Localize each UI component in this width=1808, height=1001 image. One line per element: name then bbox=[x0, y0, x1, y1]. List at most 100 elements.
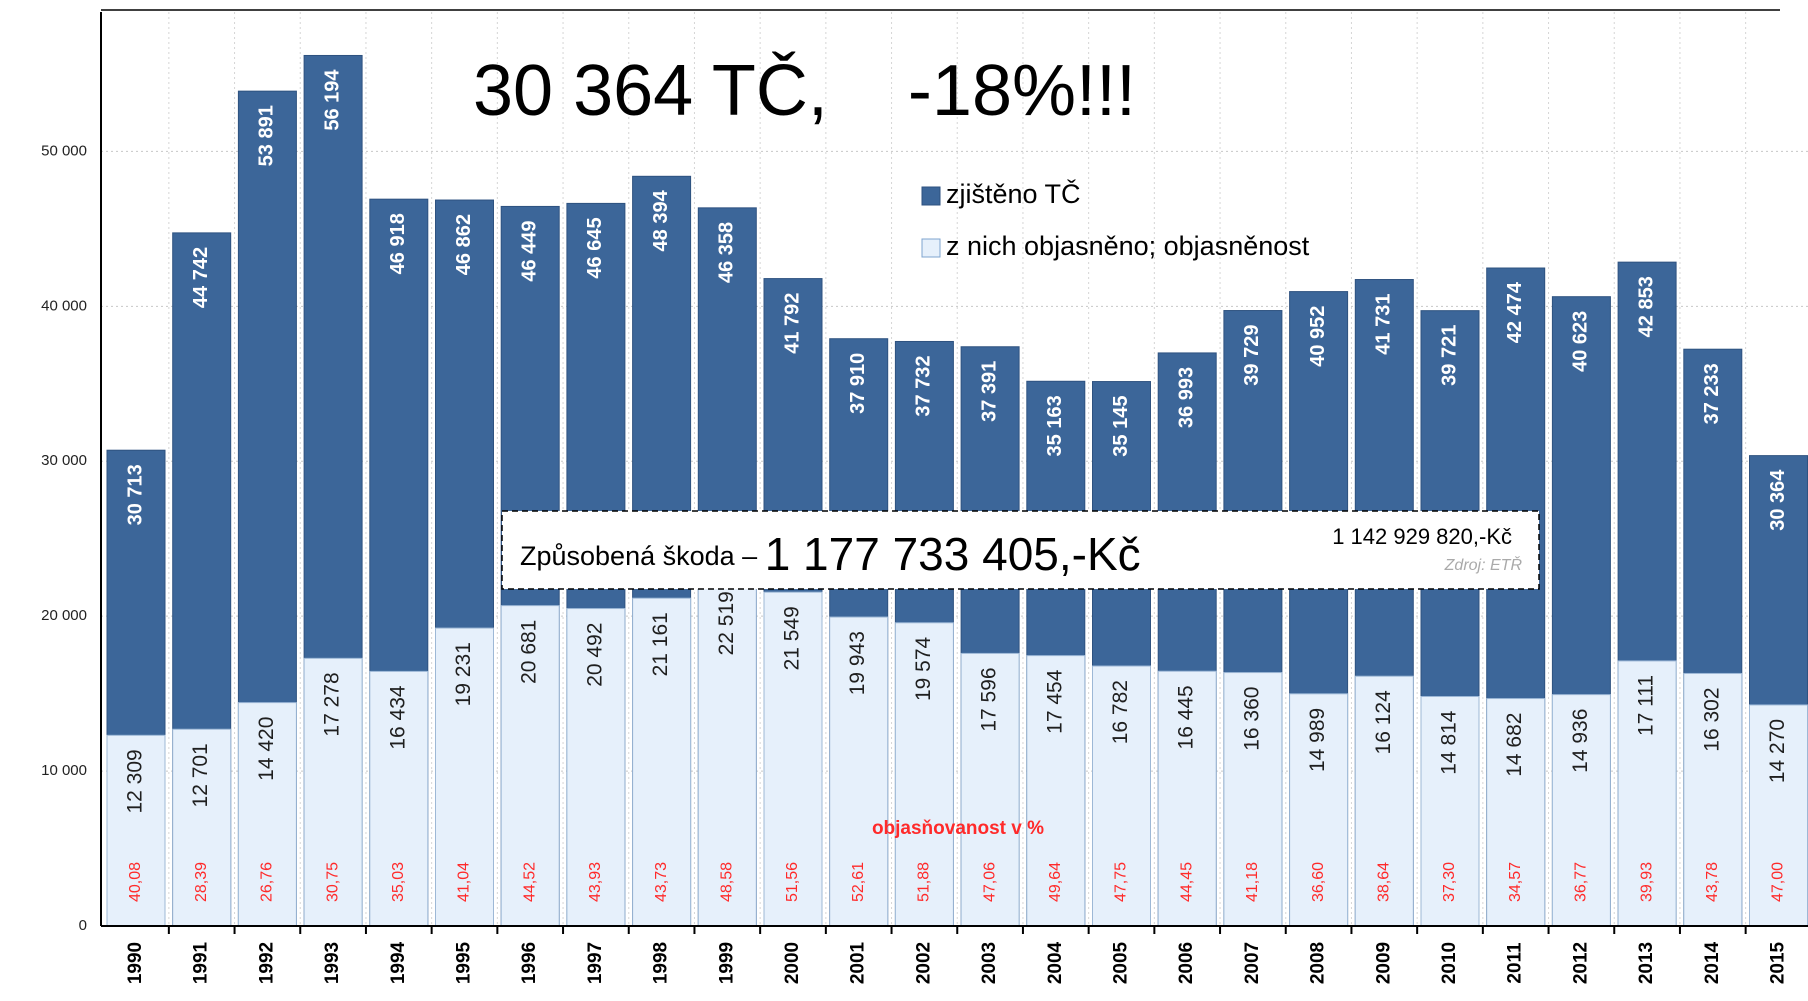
bar bbox=[697, 576, 757, 927]
x-tick-label: 2013 bbox=[1636, 942, 1657, 984]
x-tick-label: 1998 bbox=[651, 942, 672, 984]
annotation-amount: 1 177 733 405,-Kč bbox=[765, 528, 1141, 580]
data-label: 36 993 bbox=[1175, 367, 1197, 428]
data-label: 17 596 bbox=[978, 667, 1001, 731]
data-label: 37 391 bbox=[978, 361, 1000, 422]
data-label: 40 952 bbox=[1307, 306, 1329, 367]
rate-label: 51,56 bbox=[784, 862, 801, 902]
bar bbox=[1223, 672, 1283, 927]
bar bbox=[1092, 665, 1151, 927]
data-label: 17 111 bbox=[1635, 675, 1658, 736]
data-label: 14 814 bbox=[1438, 710, 1461, 775]
x-tick-label: 2001 bbox=[848, 941, 869, 984]
rate-label: 30,75 bbox=[324, 862, 341, 902]
data-label: 16 124 bbox=[1372, 690, 1395, 755]
data-label: 46 449 bbox=[518, 220, 540, 281]
data-label: 14 420 bbox=[255, 717, 278, 781]
x-tick-label: 2002 bbox=[913, 942, 934, 984]
y-tick-label: 20 000 bbox=[41, 607, 87, 624]
x-tick-label: 1994 bbox=[388, 941, 409, 984]
x-tick-label: 1993 bbox=[322, 942, 343, 984]
rate-label: 47,75 bbox=[1113, 862, 1130, 902]
data-label: 39 729 bbox=[1241, 325, 1263, 386]
rate-label: 35,03 bbox=[390, 862, 407, 902]
data-label: 20 492 bbox=[583, 623, 606, 687]
rate-label: 44,52 bbox=[521, 862, 538, 902]
rate-label: 41,04 bbox=[456, 862, 473, 902]
bar bbox=[1157, 670, 1217, 927]
x-tick-label: 2011 bbox=[1505, 942, 1526, 984]
data-label: 41 792 bbox=[781, 293, 803, 354]
x-tick-label: 2015 bbox=[1768, 941, 1789, 984]
data-label: 16 434 bbox=[386, 685, 409, 750]
data-label: 46 358 bbox=[716, 222, 738, 283]
bar bbox=[1289, 693, 1349, 927]
data-label: 12 309 bbox=[124, 749, 147, 813]
data-label: 30 713 bbox=[124, 464, 146, 525]
data-label: 46 918 bbox=[387, 213, 409, 274]
legend-swatch bbox=[921, 186, 941, 206]
x-tick-label: 2004 bbox=[1045, 941, 1066, 984]
annotation-text: Způsobená škoda – 1 177 733 405,-Kč bbox=[520, 528, 1141, 580]
legend-label: z nich objasněno; objasněnost bbox=[946, 231, 1310, 261]
annotation-box bbox=[501, 510, 1540, 590]
bar bbox=[237, 702, 297, 927]
data-label: 16 302 bbox=[1700, 687, 1723, 751]
data-label: 30 364 bbox=[1767, 469, 1789, 531]
bar bbox=[500, 605, 560, 927]
data-label: 21 161 bbox=[649, 612, 672, 676]
bar bbox=[172, 728, 232, 927]
data-label: 19 943 bbox=[846, 631, 869, 695]
x-tick-label: 2000 bbox=[782, 942, 803, 984]
x-tick-label: 2006 bbox=[1176, 942, 1197, 984]
x-tick-label: 2007 bbox=[1242, 942, 1263, 984]
annotation-lead: Způsobená škoda – bbox=[520, 541, 765, 571]
data-label: 46 645 bbox=[584, 217, 606, 278]
x-tick-label: 1999 bbox=[716, 942, 737, 984]
x-tick-label: 2012 bbox=[1570, 942, 1591, 984]
y-tick-label: 40 000 bbox=[41, 297, 87, 314]
x-tick-label: 2010 bbox=[1439, 942, 1460, 984]
bar bbox=[1420, 696, 1480, 927]
rate-label: 26,76 bbox=[259, 862, 276, 902]
rate-label: 36,77 bbox=[1573, 862, 1590, 902]
chart-title: 30 364 TČ, -18%!!! bbox=[473, 51, 1136, 131]
rate-label: 47,06 bbox=[981, 862, 998, 902]
legend-label: zjištěno TČ bbox=[946, 178, 1081, 209]
data-label: 16 782 bbox=[1109, 680, 1132, 744]
data-label: 48 394 bbox=[650, 189, 672, 251]
x-tick-label: 1992 bbox=[256, 942, 277, 984]
bar bbox=[369, 670, 429, 927]
x-tick-label: 2009 bbox=[1373, 942, 1394, 984]
data-label: 35 145 bbox=[1110, 396, 1132, 457]
data-label: 37 233 bbox=[1701, 363, 1723, 424]
data-label: 53 891 bbox=[256, 105, 278, 166]
data-label: 46 862 bbox=[453, 214, 475, 275]
x-tick-label: 2014 bbox=[1702, 941, 1723, 984]
data-label: 22 519 bbox=[715, 591, 738, 655]
data-label: 35 163 bbox=[1044, 395, 1066, 456]
rate-label: 43,73 bbox=[653, 862, 670, 902]
data-label: 40 623 bbox=[1570, 311, 1592, 372]
data-label: 16 445 bbox=[1175, 685, 1198, 749]
bar bbox=[1551, 694, 1611, 927]
bar bbox=[632, 597, 692, 927]
rate-label: 28,39 bbox=[193, 862, 210, 902]
rate-label: 43,78 bbox=[1704, 862, 1721, 902]
rate-label: 43,93 bbox=[587, 862, 604, 902]
data-label: 14 936 bbox=[1569, 709, 1592, 773]
rate-label: 52,61 bbox=[850, 862, 867, 902]
rate-label: 47,00 bbox=[1770, 862, 1787, 902]
x-tick-label: 1996 bbox=[519, 942, 540, 984]
x-tick-label: 1990 bbox=[125, 942, 146, 984]
data-label: 12 701 bbox=[189, 743, 212, 807]
data-label: 17 278 bbox=[321, 672, 344, 736]
data-label: 41 731 bbox=[1373, 294, 1395, 355]
data-label: 37 732 bbox=[913, 355, 935, 416]
data-label: 19 231 bbox=[452, 642, 475, 706]
data-label: 17 454 bbox=[1043, 669, 1066, 734]
y-tick-label: 0 bbox=[79, 917, 87, 934]
rate-label: 41,18 bbox=[1244, 862, 1261, 902]
rate-title: objasňovanost v % bbox=[872, 818, 1044, 839]
